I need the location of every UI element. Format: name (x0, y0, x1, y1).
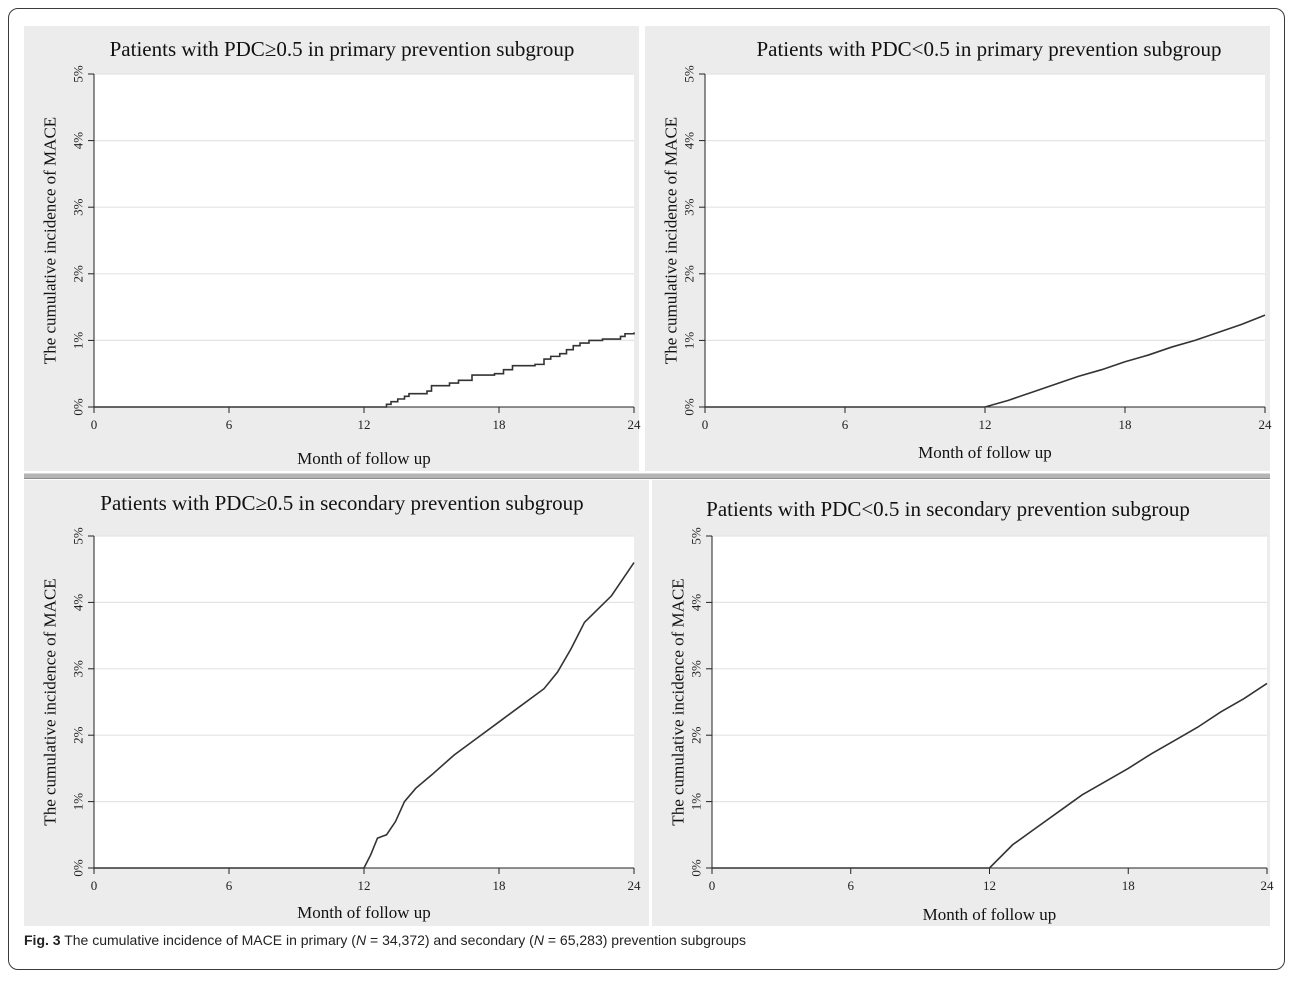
y-tick-label: 1% (689, 793, 704, 811)
x-tick-label: 18 (493, 417, 506, 432)
x-axis-label: Month of follow up (918, 443, 1052, 462)
x-tick-label: 6 (226, 417, 233, 432)
x-tick-label: 12 (979, 417, 992, 432)
x-tick-label: 18 (1122, 878, 1135, 893)
figure-caption: Fig. 3 The cumulative incidence of MACE … (24, 932, 746, 948)
y-tick-label: 0% (682, 398, 697, 416)
chart-svg-primary-low-pdc: 0% 1% 2% 3% 4% 5% 0 6 12 18 24 Patients with PDC<0.… (662, 37, 1273, 462)
x-axis-label: Month of follow up (923, 905, 1057, 924)
series-line-secondary-low-pdc (712, 682, 1268, 869)
y-tick-label: 3% (682, 198, 697, 216)
y-tick-label: 2% (71, 726, 86, 744)
y-tick-label: 0% (71, 859, 86, 877)
caption-n-label-2: N (533, 932, 544, 948)
plot-area-primary-high-pdc (94, 74, 634, 407)
x-tick-label: 0 (91, 417, 98, 432)
x-axis-label: Month of follow up (297, 449, 431, 468)
chart-panel-secondary-low-pdc: 0% 1% 2% 3% 4% 5% 0 6 12 18 24 Patients with PDC<0.… (652, 480, 1275, 926)
y-tick-label: 5% (71, 527, 86, 545)
y-tick-label: 1% (682, 332, 697, 350)
y-tick-label: 3% (71, 660, 86, 678)
chart-title-secondary-low-pdc: Patients with PDC<0.5 in secondary preve… (706, 497, 1190, 521)
plot-area-primary-low-pdc (705, 74, 1265, 407)
chart-svg-secondary-low-pdc: 0% 1% 2% 3% 4% 5% 0 6 12 18 24 Patients with PDC<0.… (669, 497, 1275, 924)
x-tick-label: 24 (1261, 878, 1275, 893)
chart-panel-secondary-high-pdc: 0% 1% 2% 3% 4% 5% 0 6 12 18 24 Patients with PDC≥0.… (24, 480, 649, 926)
y-tick-label: 5% (689, 527, 704, 545)
y-tick-label: 5% (71, 65, 86, 83)
y-tick-label: 5% (682, 65, 697, 83)
caption-text-2: = 34,372) and secondary ( (366, 932, 534, 948)
x-axis-label: Month of follow up (297, 903, 431, 922)
x-tick-label: 6 (842, 417, 849, 432)
plot-area-secondary-low-pdc (712, 536, 1267, 868)
x-tick-label: 18 (493, 878, 506, 893)
y-axis-label: The cumulative incidence of MACE (41, 578, 60, 825)
caption-text-3: = 65,283) prevention subgroups (543, 932, 746, 948)
chart-panel-primary-high-pdc: 0% 1% 2% 3% 4% 5% 0 6 12 18 24 Patients with PDC≥0.… (24, 26, 642, 471)
y-tick-label: 0% (689, 859, 704, 877)
x-tick-label: 12 (983, 878, 996, 893)
y-tick-label: 4% (682, 132, 697, 150)
series-line-primary-low-pdc (705, 314, 1266, 408)
y-tick-label: 1% (71, 332, 86, 350)
chart-panel-primary-low-pdc: 0% 1% 2% 3% 4% 5% 0 6 12 18 24 Patients with PDC<0.… (645, 26, 1273, 471)
y-axis-label: The cumulative incidence of MACE (662, 117, 681, 364)
y-tick-label: 4% (689, 594, 704, 612)
x-tick-label: 24 (628, 878, 642, 893)
x-tick-label: 24 (1259, 417, 1273, 432)
y-tick-label: 2% (71, 265, 86, 283)
y-tick-label: 4% (71, 132, 86, 150)
x-tick-label: 0 (702, 417, 709, 432)
series-line-primary-high-pdc (94, 332, 635, 408)
x-tick-label: 6 (848, 878, 855, 893)
caption-n-label-1: N (355, 932, 367, 948)
x-tick-label: 6 (226, 878, 233, 893)
y-axis-label: The cumulative incidence of MACE (41, 117, 60, 364)
chart-title-primary-high-pdc: Patients with PDC≥0.5 in primary prevent… (110, 37, 575, 61)
chart-title-primary-low-pdc: Patients with PDC<0.5 in primary prevent… (756, 37, 1221, 61)
panel-divider (24, 473, 1270, 479)
y-tick-label: 4% (71, 594, 86, 612)
x-tick-label: 12 (358, 417, 371, 432)
y-axis-label: The cumulative incidence of MACE (669, 578, 688, 825)
chart-title-secondary-high-pdc: Patients with PDC≥0.5 in secondary preve… (100, 491, 583, 515)
y-tick-label: 2% (689, 726, 704, 744)
x-tick-label: 12 (358, 878, 371, 893)
y-tick-label: 1% (71, 793, 86, 811)
x-tick-label: 24 (628, 417, 642, 432)
caption-fig-label: Fig. 3 (24, 932, 61, 948)
series-line-secondary-high-pdc (94, 562, 635, 869)
x-tick-label: 0 (709, 878, 716, 893)
chart-svg-secondary-high-pdc: 0% 1% 2% 3% 4% 5% 0 6 12 18 24 Patients with PDC≥0.… (41, 491, 642, 922)
x-tick-label: 18 (1119, 417, 1132, 432)
y-tick-label: 3% (71, 198, 86, 216)
caption-text-1: The cumulative incidence of MACE in prim… (60, 932, 356, 948)
y-tick-label: 0% (71, 398, 86, 416)
y-tick-label: 3% (689, 660, 704, 678)
plot-area-secondary-high-pdc (94, 536, 634, 868)
x-tick-label: 0 (91, 878, 98, 893)
chart-svg-primary-high-pdc: 0% 1% 2% 3% 4% 5% 0 6 12 18 24 Patients with PDC≥0.… (41, 37, 642, 468)
y-tick-label: 2% (682, 265, 697, 283)
